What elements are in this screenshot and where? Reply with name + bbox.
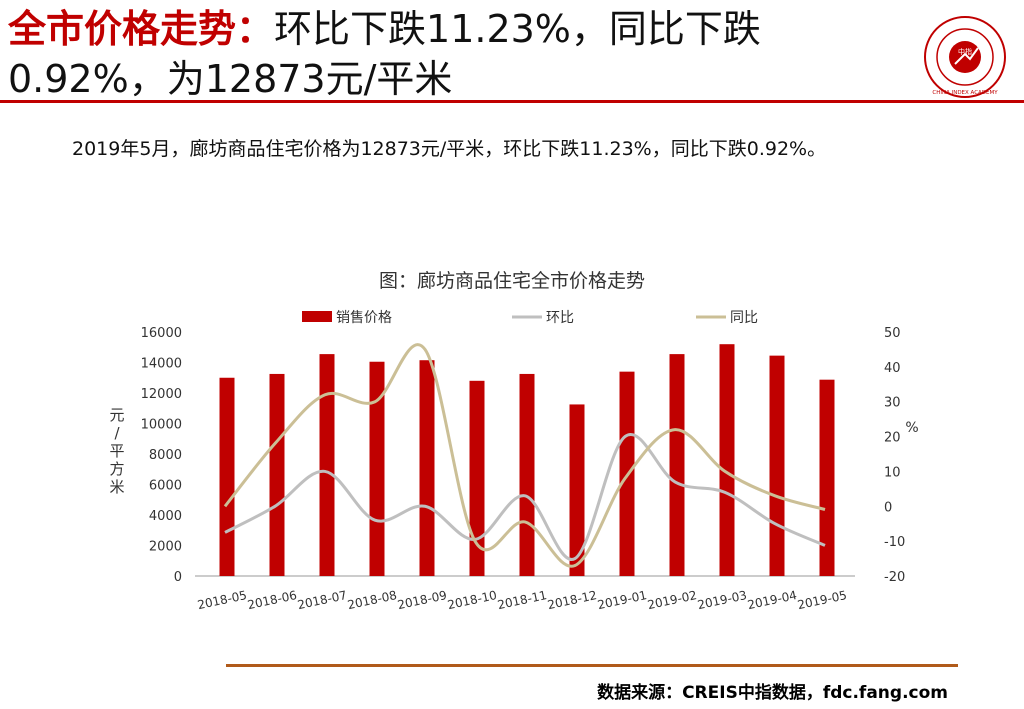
y-tick-label: 12000: [141, 387, 182, 402]
china-index-academy-seal-icon: 中指 CHINA INDEX ACADEMY: [924, 16, 1006, 98]
y-right-tick-label: 40: [884, 361, 901, 376]
price-bar: [669, 354, 685, 576]
summary-text: 2019年5月，廊坊商品住宅价格为12873元/平米，环比下跌11.23%，同比…: [72, 138, 827, 160]
y-right-tick-label: -10: [884, 535, 905, 550]
y-tick-label: 8000: [149, 448, 182, 463]
y-axis-label-char: 方: [109, 460, 124, 478]
title-divider: [0, 100, 1024, 103]
x-tick-label: 2019-05: [796, 588, 848, 612]
y-tick-label: 0: [174, 570, 182, 585]
y-right-axis-label: %: [905, 420, 918, 436]
yoy-line: [223, 343, 826, 568]
x-tick-label: 2018-12: [546, 588, 598, 612]
y-right-tick-label: 0: [884, 500, 892, 515]
y-tick-label: 6000: [149, 479, 182, 494]
y-tick-label: 16000: [141, 326, 182, 341]
y-tick-label: 14000: [141, 357, 182, 372]
y-right-tick-label: 30: [884, 396, 901, 411]
y-right-tick-label: -20: [884, 570, 905, 585]
price-bar: [269, 373, 285, 576]
legend-mom-label: 环比: [546, 310, 574, 326]
price-bar: [819, 379, 835, 576]
legend-price-swatch: [302, 311, 332, 322]
price-bar: [469, 380, 485, 576]
x-tick-label: 2018-08: [346, 588, 398, 612]
logo-text: CHINA INDEX ACADEMY: [932, 90, 998, 96]
x-tick-label: 2018-07: [296, 588, 348, 612]
footer-divider: [226, 664, 958, 667]
x-tick-label: 2018-11: [496, 588, 548, 612]
x-tick-label: 2018-06: [246, 588, 298, 612]
y-tick-label: 4000: [149, 509, 182, 524]
mom-line: [224, 433, 826, 561]
title-rest: 环比下跌11.23%，同比下跌0.92%，为12873元/平米: [8, 7, 761, 101]
chart-title: 图：廊坊商品住宅全市价格走势: [378, 270, 645, 292]
legend-yoy-label: 同比: [730, 310, 758, 326]
price-bar: [569, 404, 585, 576]
y-axis-label-char: 平: [109, 442, 124, 460]
x-tick-label: 2019-04: [746, 588, 798, 612]
price-bar: [769, 355, 785, 576]
x-tick-label: 2019-01: [596, 588, 648, 612]
logo-center-text: 中指: [958, 47, 972, 56]
y-axis-label-char: 元: [109, 406, 124, 424]
x-tick-label: 2019-03: [696, 588, 748, 612]
x-tick-label: 2018-05: [196, 588, 248, 612]
y-tick-label: 2000: [149, 540, 182, 555]
price-bar: [719, 344, 735, 576]
page-title: 全市价格走势：环比下跌11.23%，同比下跌0.92%，为12873元/平米: [8, 4, 908, 104]
title-prefix: 全市价格走势：: [8, 7, 275, 51]
y-axis-label-char: 米: [109, 478, 124, 496]
y-right-tick-label: 20: [884, 431, 901, 446]
y-tick-label: 10000: [141, 418, 182, 433]
data-source: 数据来源：CREIS中指数据，fdc.fang.com: [597, 683, 948, 703]
x-tick-label: 2018-09: [396, 588, 448, 612]
price-bar: [319, 354, 335, 576]
price-bar: [419, 360, 435, 576]
price-bar: [519, 373, 535, 576]
y-right-tick-label: 50: [884, 326, 901, 341]
x-tick-label: 2018-10: [446, 588, 498, 612]
x-tick-label: 2019-02: [646, 588, 698, 612]
legend-price-label: 销售价格: [336, 310, 392, 326]
y-axis-label-char: /: [114, 424, 120, 442]
price-bar: [219, 377, 235, 576]
y-right-tick-label: 10: [884, 465, 901, 480]
